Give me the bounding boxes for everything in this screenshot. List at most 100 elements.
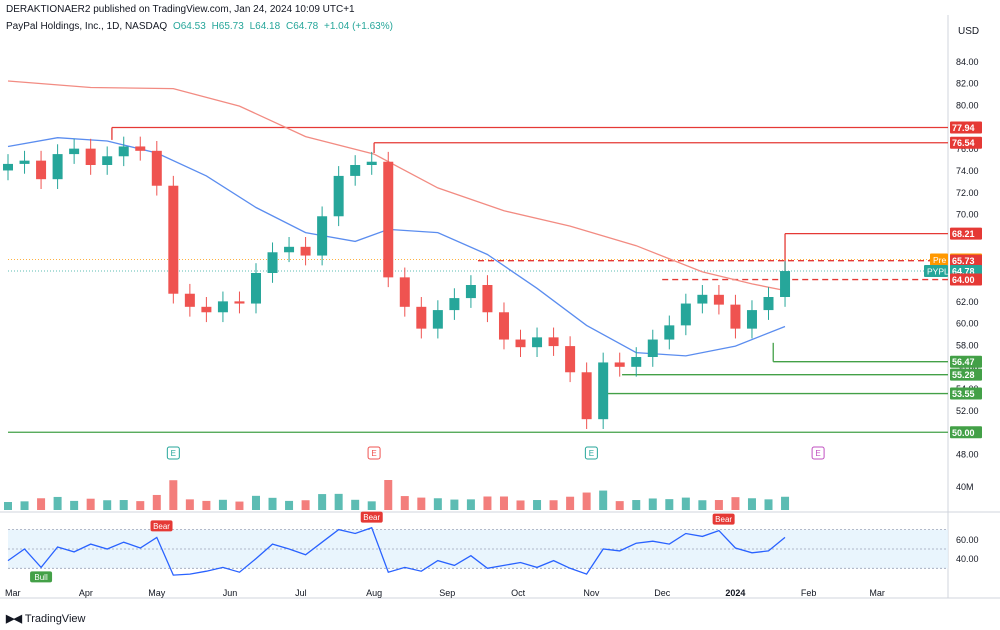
volume-bar [433, 498, 442, 510]
candle-body [416, 306, 427, 329]
earnings-marker-label: E [171, 449, 176, 458]
rsi-signal-label: Bear [363, 513, 380, 522]
candle-body [350, 165, 361, 176]
price-tag-value: 64.00 [952, 275, 975, 285]
volume-bar [698, 500, 707, 510]
candle-body [713, 294, 724, 305]
price-tag-prefix-bg [924, 265, 948, 278]
volume-bar [103, 500, 112, 510]
candle-body [168, 185, 179, 294]
price-tick-label: 70.00 [956, 210, 979, 220]
volume-bar [152, 494, 161, 510]
candle-body [614, 362, 625, 367]
rsi-signal-badge [30, 571, 53, 583]
volume-bar [218, 499, 227, 510]
time-tick-label: Sep [439, 588, 455, 598]
currency-label[interactable]: USD [958, 26, 980, 37]
time-tick-label: Oct [511, 588, 526, 598]
candle-body [36, 160, 47, 180]
volume-bar [665, 499, 674, 510]
candle-body [780, 271, 791, 297]
earnings-marker-label: E [589, 449, 594, 458]
candle-body [184, 293, 195, 307]
volume-bar [169, 480, 178, 510]
close-value: C64.78 [285, 21, 319, 32]
candle-body [598, 362, 609, 420]
candle-body [432, 310, 443, 329]
price-tag-bg [950, 227, 982, 240]
candle-body [730, 304, 741, 329]
volume-bar [384, 480, 393, 510]
candle-body [3, 163, 13, 171]
volume-bar [285, 500, 294, 510]
candle-body [548, 337, 559, 347]
change-value: +1.04 (+1.63%) [324, 21, 393, 32]
rsi-signal-label: Bear [153, 522, 170, 531]
candle-body [201, 306, 212, 313]
price-tag-prefix: PYPL [927, 267, 949, 277]
volume-bar [615, 501, 624, 510]
volume-bar [450, 499, 459, 510]
candle-body [69, 148, 80, 155]
price-tick-label: 84.00 [956, 57, 979, 67]
volume-bar [400, 496, 409, 510]
candle-body [234, 301, 245, 304]
volume-bar [566, 496, 575, 510]
volume-bar [136, 501, 145, 510]
rsi-signal-badge [360, 511, 383, 523]
candle-body [19, 160, 30, 164]
volume-bar [86, 498, 95, 510]
price-tag-value: 53.55 [952, 389, 975, 399]
time-tick-label: Feb [801, 588, 817, 598]
open-value: O64.53 [172, 21, 206, 32]
price-tag-value: 76.54 [952, 138, 975, 148]
candle-body [697, 294, 708, 304]
time-tick-label: May [148, 588, 166, 598]
publisher-line: DERAKTIONAER2 published on TradingView.c… [6, 4, 355, 15]
price-tick-label: 80.00 [956, 101, 979, 111]
volume-bar [334, 493, 343, 510]
candle-body [300, 246, 311, 256]
volume-bar [4, 502, 12, 510]
candle-body [399, 277, 410, 307]
volume-bar [202, 500, 211, 510]
earnings-marker [584, 446, 598, 460]
time-tick-label: Mar [5, 588, 21, 598]
candle-body [366, 161, 377, 165]
candle-body [664, 325, 675, 340]
candle-body [515, 339, 526, 348]
price-tag-prefix: Pre [933, 255, 947, 265]
candle-body [763, 297, 774, 311]
time-tick-label: Dec [654, 588, 671, 598]
earnings-marker-label: E [371, 449, 376, 458]
ma-blue-line [7, 137, 786, 357]
candle-body [267, 252, 278, 273]
volume-bar [251, 495, 260, 510]
volume-bar [37, 498, 46, 510]
volume-bar [516, 500, 525, 510]
footer-brand: ▶◀ TradingView [6, 612, 85, 626]
price-tick-label: 58.00 [956, 341, 979, 351]
price-tick-label: 74.00 [956, 166, 979, 176]
volume-bar [119, 500, 128, 510]
candle-body [102, 156, 113, 165]
candle-body [284, 246, 295, 253]
candle-body [449, 298, 460, 311]
price-tick-label: 52.00 [956, 406, 979, 416]
candle-body [52, 154, 63, 180]
candle-body [581, 372, 592, 420]
volume-bar [185, 499, 194, 510]
time-tick-label: Aug [366, 588, 382, 598]
candle-body [118, 146, 129, 157]
volume-bar [70, 500, 79, 510]
candle-body [498, 312, 509, 340]
price-tag-bg [950, 273, 982, 286]
earnings-marker [811, 446, 825, 460]
volume-bar [417, 497, 426, 510]
symbol-legend[interactable]: PayPal Holdings, Inc., 1D, NASDAQ O64.53… [6, 21, 396, 32]
volume-bar [499, 496, 508, 510]
volume-bar [351, 499, 360, 510]
price-tag-bg [950, 426, 982, 439]
tradingview-logo-icon: ▶◀ [6, 613, 22, 625]
